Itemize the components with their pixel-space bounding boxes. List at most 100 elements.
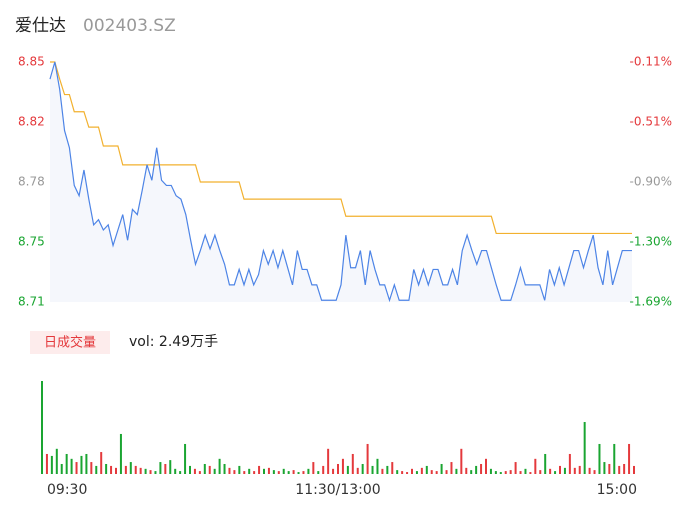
volume-bar: [391, 462, 394, 474]
average-line: [50, 61, 632, 235]
volume-bar: [494, 471, 497, 474]
volume-bar: [460, 448, 463, 474]
volume-bar: [277, 471, 280, 474]
volume-bar: [312, 462, 315, 474]
volume-bar: [164, 463, 167, 474]
volume-bar: [386, 465, 389, 474]
y2-tick-label: -0.11%: [630, 55, 672, 69]
volume-bar: [253, 471, 256, 474]
volume-bar: [485, 458, 487, 474]
volume-bar: [499, 472, 502, 474]
volume-bar: [302, 471, 305, 474]
volume-bar: [154, 471, 157, 474]
volume-bar: [341, 458, 344, 474]
volume-bar: [356, 467, 359, 474]
stock-code: 002403.SZ: [83, 16, 176, 36]
volume-bar: [129, 462, 132, 474]
volume-bar: [420, 467, 423, 474]
volume-bar: [366, 443, 369, 474]
volume-bar: [243, 471, 246, 474]
volume-bar: [198, 471, 201, 474]
volume-bar: [406, 472, 409, 474]
volume-bar: [450, 462, 453, 474]
volume-bar: [139, 467, 142, 474]
volume-bar: [396, 470, 399, 474]
volume-bar: [539, 470, 542, 474]
volume-bar: [267, 467, 270, 474]
volume-bar: [45, 453, 48, 474]
volume-bar: [489, 468, 492, 474]
x-tick-label: 11:30/13:00: [295, 482, 380, 498]
volume-bar: [203, 463, 206, 474]
price-area: [50, 62, 632, 302]
volume-bar: [80, 455, 83, 474]
volume-bar: [144, 468, 147, 474]
volume-bar: [70, 458, 73, 474]
volume-bar: [218, 458, 221, 474]
volume-bar: [258, 465, 261, 474]
volume-bar: [332, 468, 335, 474]
volume-bar: [75, 462, 78, 474]
volume-bar: [60, 463, 63, 474]
volume-bar: [381, 468, 384, 474]
volume-legend: vol: 2.49万手: [129, 334, 218, 350]
volume-bar: [292, 470, 295, 474]
volume-bar: [470, 470, 473, 474]
volume-bar: [337, 463, 339, 474]
y2-tick-label: -0.51%: [630, 115, 672, 129]
volume-bar: [475, 465, 478, 474]
y2-tick-label: -1.69%: [630, 295, 672, 309]
volume-bar: [628, 443, 631, 474]
volume-bar: [189, 465, 191, 474]
volume-bar: [445, 470, 448, 474]
volume-bar: [263, 468, 265, 474]
y-tick-label: 8.75: [18, 235, 45, 249]
volume-bar: [41, 381, 43, 474]
volume-button[interactable]: [30, 331, 110, 354]
volume-bar: [583, 422, 586, 474]
volume-bar: [110, 465, 113, 474]
volume-bar: [179, 471, 182, 474]
volume-bar: [115, 467, 117, 474]
volume-bar: [50, 455, 53, 474]
volume-bar: [440, 463, 443, 474]
volume-bar: [105, 463, 108, 474]
volume-bar: [559, 465, 561, 474]
volume-bar: [401, 471, 404, 474]
volume-bar: [480, 463, 483, 474]
volume-bar: [608, 463, 611, 474]
volume-button-label[interactable]: 日成交量: [44, 335, 96, 351]
volume-bar: [371, 465, 374, 474]
volume-bar: [95, 465, 98, 474]
volume-bar: [554, 471, 557, 474]
volume-bar: [573, 467, 576, 474]
volume-bar: [159, 462, 162, 474]
volume-bar: [322, 465, 325, 474]
x-tick-label: 15:00: [597, 482, 637, 498]
volume-bar: [593, 470, 596, 474]
y-tick-label: 8.82: [18, 115, 45, 129]
volume-bar: [534, 458, 537, 474]
y-tick-label: 8.71: [18, 295, 45, 309]
volume-bar: [578, 465, 581, 474]
volume-bar: [465, 467, 468, 474]
volume-bar: [248, 468, 251, 474]
volume-bar: [425, 465, 428, 474]
y2-tick-label: -1.30%: [630, 235, 672, 249]
volume-bar: [351, 453, 354, 474]
volume-bar: [213, 468, 216, 474]
volume-bar: [124, 465, 127, 474]
volume-bar: [376, 458, 379, 474]
volume-bar: [435, 471, 438, 474]
volume-bar: [519, 471, 522, 474]
volume-bar: [430, 470, 433, 474]
volume-bar: [287, 471, 290, 474]
volume-bar: [563, 467, 566, 474]
volume-bar: [588, 467, 591, 474]
volume-bar: [169, 460, 172, 474]
volume-bar: [633, 465, 635, 474]
volume-bar: [184, 443, 187, 474]
price-line: [49, 61, 632, 303]
y-tick-label: 8.78: [18, 175, 45, 189]
